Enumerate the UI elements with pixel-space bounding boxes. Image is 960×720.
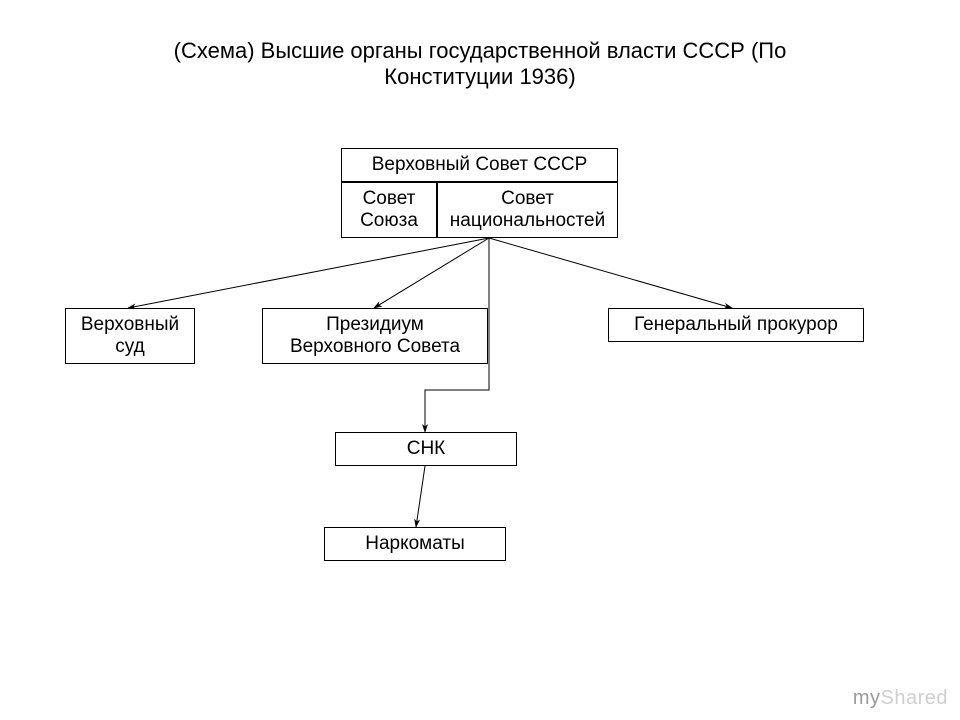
node-label: Советнациональностей	[450, 188, 605, 232]
node-label: Наркоматы	[365, 533, 465, 555]
node-label: ПрезидиумВерховного Совета	[290, 314, 460, 358]
node-label: Верховный Совет СССР	[372, 154, 588, 176]
watermark: myShared	[853, 687, 948, 710]
page-title: (Схема) Высшие органы государственной вл…	[0, 38, 960, 90]
node-soviet-of-union: СоветСоюза	[341, 182, 437, 238]
node-label: Генеральный прокурор	[634, 314, 838, 336]
node-snk: СНК	[335, 432, 517, 466]
title-line-1: (Схема) Высшие органы государственной вл…	[0, 38, 960, 64]
node-supreme-court: Верховныйсуд	[65, 308, 195, 364]
node-narkomaty: Наркоматы	[324, 527, 506, 561]
node-label: СНК	[407, 438, 446, 460]
node-prosecutor-general: Генеральный прокурор	[608, 308, 864, 342]
watermark-bold: my	[853, 687, 881, 709]
node-supreme-soviet-header: Верховный Совет СССР	[341, 148, 618, 182]
node-label: СоветСоюза	[360, 188, 418, 232]
title-line-2: Конституции 1936)	[0, 64, 960, 90]
watermark-light: Shared	[881, 687, 949, 709]
node-label: Верховныйсуд	[81, 314, 179, 358]
node-presidium: ПрезидиумВерховного Совета	[262, 308, 488, 364]
node-soviet-of-nationalities: Советнациональностей	[437, 182, 618, 238]
